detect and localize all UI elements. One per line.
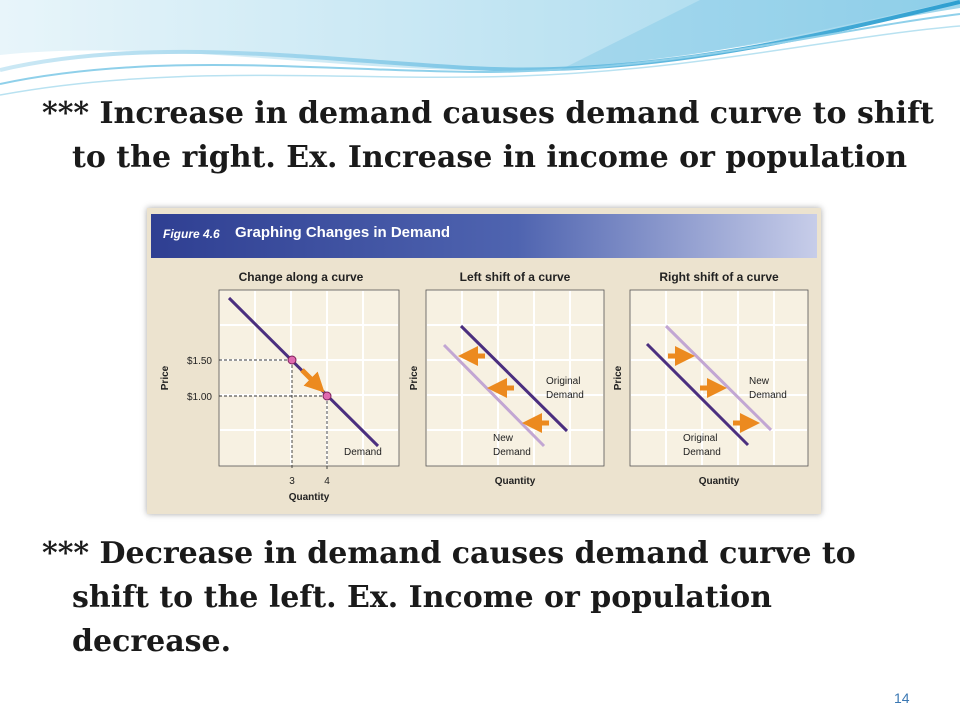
panel-left-shift: Left shift of a curve Original Demand Ne… <box>409 270 605 487</box>
panel-change-along-curve: Change along a curve $1.50 $1.00 3 4 Qua… <box>160 270 400 503</box>
demand-figure: Figure 4.6 Graphing Changes in Demand Ch… <box>147 208 821 514</box>
x-axis-label: Quantity <box>495 476 536 487</box>
bullet-line: decrease. <box>72 624 232 659</box>
panel-right-shift: Right shift of a curve New Demand Origin… <box>613 270 809 487</box>
original-demand-curve <box>645 342 750 447</box>
price-tick: $1.00 <box>187 392 212 403</box>
new-demand-label: New <box>493 433 514 444</box>
panel-title: Left shift of a curve <box>460 270 571 284</box>
bullet-increase-demand: *** Increase in demand causes demand cur… <box>42 92 934 180</box>
figure-panels: Change along a curve $1.50 $1.00 3 4 Qua… <box>160 270 809 503</box>
wave-banner <box>0 0 960 96</box>
figure-header: Figure 4.6 Graphing Changes in Demand <box>151 214 817 258</box>
bullet-line: *** Decrease in demand causes demand cur… <box>42 536 856 571</box>
original-demand-label: Original <box>683 433 717 444</box>
y-axis-label: Price <box>160 365 171 390</box>
bullet-line: to the right. Ex. Increase in income or … <box>72 140 908 175</box>
new-demand-label: Demand <box>493 447 531 458</box>
bullet-line: *** Increase in demand causes demand cur… <box>42 96 934 131</box>
original-demand-label: Original <box>546 376 580 387</box>
x-axis-label: Quantity <box>289 492 330 503</box>
new-demand-label: New <box>749 376 770 387</box>
quantity-tick: 3 <box>289 476 295 487</box>
price-tick: $1.50 <box>187 356 212 367</box>
original-demand-label: Demand <box>546 390 584 401</box>
panel-title: Change along a curve <box>239 270 364 284</box>
original-demand-curve <box>459 324 569 433</box>
quantity-tick: 4 <box>324 476 330 487</box>
figure-number: Figure 4.6 <box>163 227 220 241</box>
y-axis-label: Price <box>613 365 624 390</box>
point-marker <box>322 391 332 401</box>
original-demand-label: Demand <box>683 447 721 458</box>
curve-label: Demand <box>344 447 382 458</box>
page-number: 14 <box>894 690 910 706</box>
point-marker <box>287 355 297 365</box>
figure-title: Graphing Changes in Demand <box>235 224 451 241</box>
new-demand-label: Demand <box>749 390 787 401</box>
bullet-decrease-demand: *** Decrease in demand causes demand cur… <box>42 532 922 664</box>
bullet-line: shift to the left. Ex. Income or populat… <box>72 580 772 615</box>
x-axis-label: Quantity <box>699 476 740 487</box>
movement-arrow <box>300 368 325 393</box>
panel-title: Right shift of a curve <box>659 270 779 284</box>
y-axis-label: Price <box>409 365 420 390</box>
